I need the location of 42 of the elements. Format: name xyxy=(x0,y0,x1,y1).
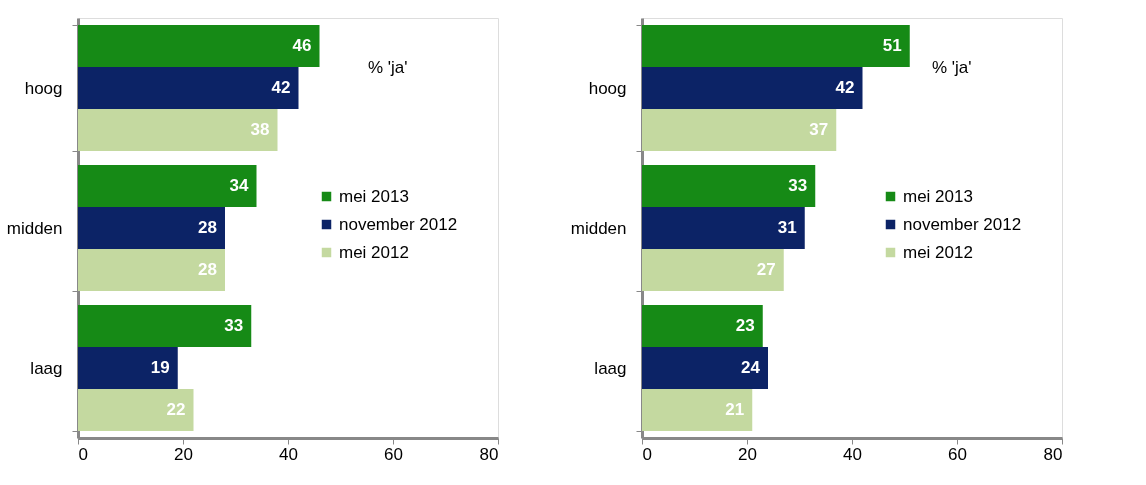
data-label: 19 xyxy=(150,358,170,377)
data-label: 34 xyxy=(229,176,250,195)
legend-label: november 2012 xyxy=(339,214,458,234)
legend-label: mei 2013 xyxy=(339,186,409,206)
x-tick-label: 40 xyxy=(843,444,862,464)
legend-label: mei 2012 xyxy=(903,242,973,262)
legend-label: mei 2012 xyxy=(339,242,409,262)
data-label: 33 xyxy=(224,316,244,335)
x-tick-label: 80 xyxy=(1043,444,1063,464)
data-label: 24 xyxy=(741,358,761,377)
data-label: 42 xyxy=(835,78,855,97)
x-tick-label: 60 xyxy=(948,444,967,464)
x-tick-label: 0 xyxy=(642,444,652,464)
data-label: 38 xyxy=(250,120,270,139)
y-tick-label: midden xyxy=(570,218,627,238)
data-label: 23 xyxy=(735,316,755,335)
data-label: 51 xyxy=(882,36,902,55)
data-label: 28 xyxy=(198,260,217,279)
data-label: 37 xyxy=(809,120,829,139)
y-tick-label: hoog xyxy=(24,78,63,98)
data-label: 22 xyxy=(166,400,186,419)
legend-label: mei 2013 xyxy=(903,186,973,206)
y-tick-label: midden xyxy=(6,218,63,238)
data-label: 21 xyxy=(725,400,745,419)
x-tick-label: 20 xyxy=(174,444,193,464)
y-tick-label: laag xyxy=(30,358,63,378)
annotation: % 'ja' xyxy=(932,58,972,77)
legend-label: november 2012 xyxy=(903,214,1022,234)
x-tick-label: 60 xyxy=(384,444,403,464)
x-tick-label: 0 xyxy=(78,444,88,464)
annotation: % 'ja' xyxy=(368,58,408,77)
x-tick-label: 80 xyxy=(479,444,499,464)
data-label: 27 xyxy=(756,260,776,279)
y-tick-label: hoog xyxy=(588,78,627,98)
data-label: 28 xyxy=(198,218,217,237)
data-label: 33 xyxy=(788,176,808,195)
x-tick-label: 40 xyxy=(279,444,298,464)
data-label: 31 xyxy=(777,218,797,237)
y-tick-label: laag xyxy=(594,358,627,378)
x-tick-label: 20 xyxy=(738,444,757,464)
data-label: 46 xyxy=(292,36,312,55)
data-label: 42 xyxy=(271,78,291,97)
